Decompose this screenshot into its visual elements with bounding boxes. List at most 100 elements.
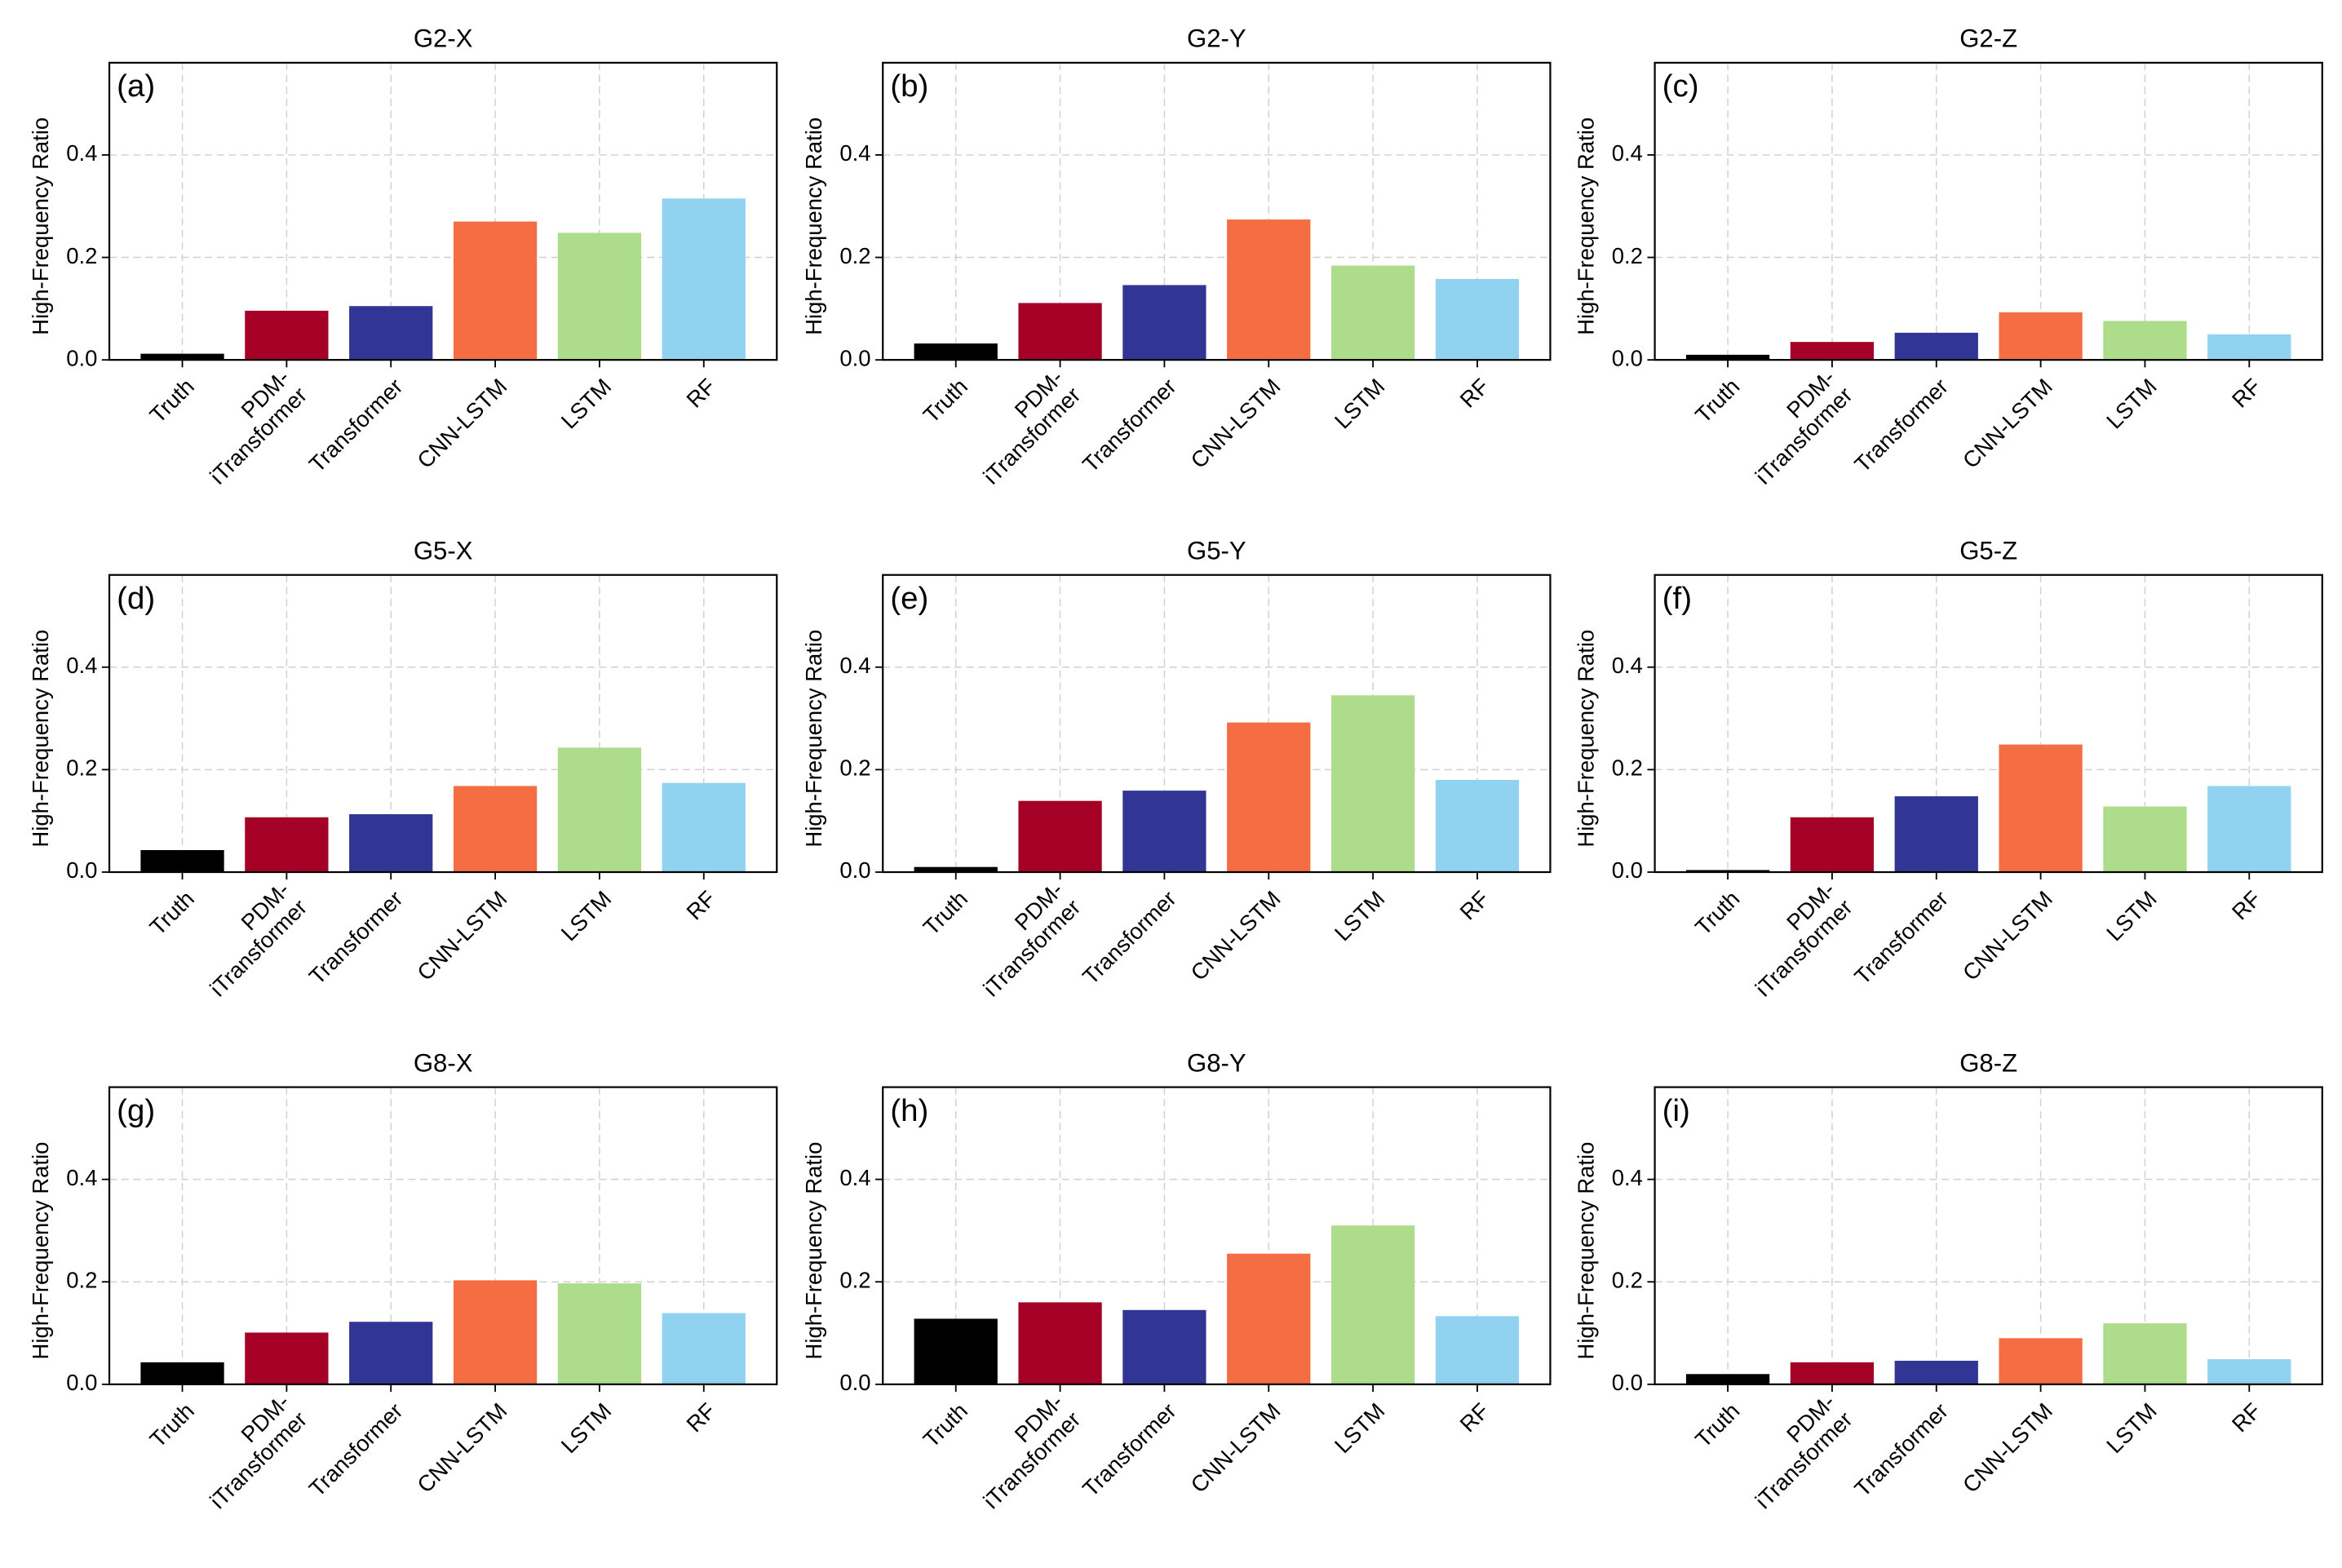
x-tick-label: Transformer	[1078, 886, 1181, 990]
panel-label: (b)	[890, 69, 928, 104]
y-tick-label: 0.0	[1612, 345, 1643, 370]
x-tick-label: CNN-LSTM	[1958, 1398, 2057, 1498]
bar	[557, 1283, 642, 1384]
x-tick-label: Transformer	[1078, 1398, 1181, 1502]
bar	[1894, 332, 1978, 361]
bar	[2103, 321, 2187, 361]
y-tick-label: 0.2	[839, 755, 870, 781]
y-tick-label: 0.0	[66, 857, 97, 883]
y-tick-label: 0.2	[66, 243, 97, 268]
bar	[1018, 303, 1102, 361]
x-tick-label: CNN-LSTM	[1185, 1398, 1285, 1498]
bar	[1790, 1362, 1875, 1384]
y-tick-label: 0.0	[1612, 1370, 1643, 1395]
panel-label: (a)	[117, 69, 155, 104]
x-tick-label: CNN-LSTM	[1958, 886, 2057, 986]
y-tick-label: 0.4	[66, 653, 97, 678]
x-tick-label: RF	[2227, 886, 2266, 925]
plot-frame	[882, 574, 1552, 874]
bar	[662, 782, 746, 872]
bar	[1330, 265, 1415, 361]
y-tick-label: 0.4	[1612, 653, 1643, 678]
x-tick-label: PDM-iTransformer	[961, 365, 1086, 489]
bar	[453, 786, 538, 872]
x-tick-label: RF	[681, 886, 720, 925]
y-tick-label: 0.0	[839, 857, 870, 883]
x-tick-label: RF	[2227, 1398, 2266, 1437]
x-tick-label: Truth	[919, 886, 972, 940]
panel-label: (i)	[1662, 1093, 1690, 1128]
bar	[245, 1332, 329, 1384]
bar	[914, 343, 998, 361]
x-tick-label: PDM-iTransformer	[1733, 365, 1857, 489]
bar	[1999, 1338, 2083, 1384]
y-axis-label: High-Frequency Ratio	[28, 117, 53, 335]
bar	[245, 310, 329, 361]
x-tick-label: CNN-LSTM	[1185, 374, 1285, 473]
x-tick-label: RF	[1455, 886, 1494, 925]
plot-frame	[882, 1086, 1552, 1385]
y-tick-label: 0.4	[66, 140, 97, 166]
x-tick-label: CNN-LSTM	[412, 374, 511, 473]
x-tick-label: Transformer	[1849, 886, 1953, 990]
y-axis-label: High-Frequency Ratio	[28, 1142, 53, 1360]
chart-title: G2-X	[414, 24, 473, 53]
bar	[1330, 1225, 1415, 1384]
bar	[1894, 796, 1978, 872]
y-axis-label: High-Frequency Ratio	[801, 117, 826, 335]
panel-label: (g)	[117, 1093, 155, 1128]
x-tick-label: Transformer	[1849, 1398, 1953, 1502]
bar	[1999, 312, 2083, 361]
x-tick-label: LSTM	[2101, 1398, 2162, 1459]
bar	[1435, 278, 1520, 361]
chart-title: G8-X	[414, 1048, 473, 1077]
x-tick-label: Transformer	[304, 1398, 408, 1502]
bar	[2103, 1323, 2187, 1384]
x-tick-label: RF	[1455, 374, 1494, 413]
x-tick-label: Truth	[919, 374, 972, 427]
x-tick-label: PDM-iTransformer	[961, 1389, 1086, 1514]
plot-frame	[1654, 574, 2323, 874]
bar	[2207, 334, 2291, 361]
x-tick-label: LSTM	[1330, 1398, 1390, 1459]
y-axis-label: High-Frequency Ratio	[1573, 1142, 1598, 1360]
x-tick-label: LSTM	[556, 886, 617, 946]
bar	[1685, 354, 1770, 361]
x-tick-label: PDM-iTransformer	[1733, 1389, 1857, 1514]
x-tick-label: LSTM	[556, 374, 617, 434]
x-tick-label: CNN-LSTM	[412, 1398, 511, 1498]
bar	[349, 814, 433, 872]
y-axis-label: High-Frequency Ratio	[28, 630, 53, 848]
x-tick-label: RF	[681, 1398, 720, 1437]
x-tick-label: CNN-LSTM	[1185, 886, 1285, 986]
x-tick-label: PDM-iTransformer	[188, 1389, 312, 1514]
bar	[1227, 1253, 1311, 1384]
y-tick-label: 0.2	[1612, 1267, 1643, 1292]
bar	[914, 1318, 998, 1384]
x-tick-label: Truth	[919, 1398, 972, 1452]
panel-label: (f)	[1662, 581, 1692, 616]
bar	[349, 306, 433, 361]
chart-title: G2-Z	[1959, 24, 2017, 53]
x-tick-label: RF	[681, 374, 720, 413]
chart-title: G8-Y	[1187, 1048, 1246, 1077]
bar	[349, 1322, 433, 1384]
bar	[662, 198, 746, 361]
bar	[1330, 695, 1415, 872]
y-tick-label: 0.4	[1612, 1165, 1643, 1190]
bar	[662, 1313, 746, 1384]
x-tick-label: PDM-iTransformer	[188, 365, 312, 489]
bar	[1790, 342, 1875, 361]
bar	[1122, 1309, 1206, 1384]
x-tick-label: CNN-LSTM	[412, 886, 511, 986]
chart-title: G5-Y	[1187, 536, 1246, 565]
y-axis-label: High-Frequency Ratio	[1573, 630, 1598, 848]
x-tick-label: RF	[2227, 374, 2266, 413]
bar	[557, 233, 642, 361]
x-tick-label: Transformer	[304, 886, 408, 990]
y-axis-label: High-Frequency Ratio	[801, 1142, 826, 1360]
plot-frame	[1654, 1086, 2323, 1385]
y-tick-label: 0.2	[839, 1267, 870, 1292]
plot-frame	[1654, 61, 2323, 361]
bar	[140, 849, 224, 872]
